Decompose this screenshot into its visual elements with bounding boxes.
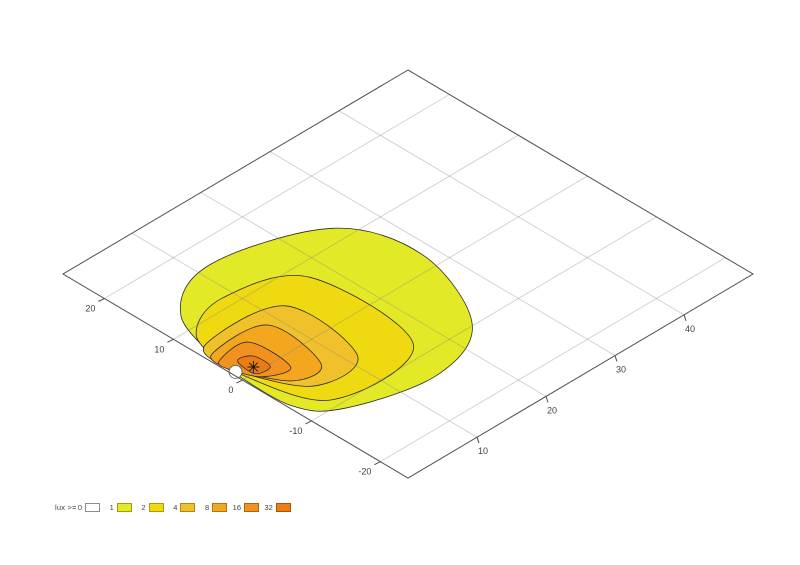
ytick--20 <box>374 461 381 466</box>
xtick-label-20: 20 <box>547 405 557 415</box>
legend-item-value: 2 <box>141 502 146 512</box>
legend-item-4: 4 <box>155 500 196 514</box>
legend-item-value: 32 <box>264 502 273 512</box>
legend-item-1: 1 <box>92 500 132 514</box>
legend-item-0: 0 <box>60 500 100 514</box>
legend-item-value: 8 <box>205 502 210 512</box>
legend-item-value: 16 <box>232 502 241 512</box>
gridline-y--10 <box>311 216 657 422</box>
legend-swatch <box>148 502 164 512</box>
legend-item-value: 0 <box>77 502 82 512</box>
legend-swatch <box>116 502 132 512</box>
legend-item-16: 16 <box>219 500 259 514</box>
asterisk-arm <box>248 362 259 372</box>
gridline-y-20 <box>104 94 450 299</box>
gridline-x-10 <box>131 232 478 438</box>
legend: lux >= 0 1 2 4 8 16 32 <box>0 500 800 514</box>
grid <box>104 94 726 463</box>
lamp-marker-asterisk <box>247 361 260 373</box>
gridline-x-40 <box>338 110 685 316</box>
ytick-0 <box>236 379 243 384</box>
legend-swatch <box>244 502 259 512</box>
legend-swatch <box>85 502 100 512</box>
legend-swatch <box>180 502 196 512</box>
xtick-10 <box>476 437 480 444</box>
legend-item-value: 4 <box>173 502 178 512</box>
ytick-label-10: 10 <box>154 344 164 354</box>
legend-item-2: 2 <box>124 500 164 514</box>
legend-swatch <box>212 502 228 512</box>
xtick-40 <box>683 314 687 321</box>
xtick-30 <box>614 355 618 362</box>
gridline-y-0 <box>242 175 588 381</box>
legend-item-32: 32 <box>251 500 291 514</box>
ytick-label--10: -10 <box>289 426 302 436</box>
gridline-x-30 <box>269 151 616 357</box>
gridline-y-10 <box>173 134 519 340</box>
ytick-label-0: 0 <box>228 385 233 395</box>
gridline-x-20 <box>200 191 547 397</box>
ytick-10 <box>167 338 174 343</box>
ytick-20 <box>98 298 105 302</box>
xtick-label-40: 40 <box>685 324 695 334</box>
ytick-label--20: -20 <box>358 467 371 477</box>
ytick-label-20: 20 <box>85 304 95 314</box>
legend-item-8: 8 <box>187 500 228 514</box>
gridline-y--20 <box>380 257 726 463</box>
plane-border <box>62 69 754 479</box>
xtick-label-30: 30 <box>616 365 626 375</box>
legend-title: lux >= <box>55 503 77 512</box>
xtick-20 <box>545 396 549 403</box>
legend-swatch <box>275 502 291 512</box>
legend-item-value: 1 <box>109 502 114 512</box>
xtick-label-10: 10 <box>478 446 488 456</box>
axis-ticks-labels: 20 10 0 -10 -20 10 20 30 40 <box>85 298 695 477</box>
ytick--10 <box>305 420 312 425</box>
